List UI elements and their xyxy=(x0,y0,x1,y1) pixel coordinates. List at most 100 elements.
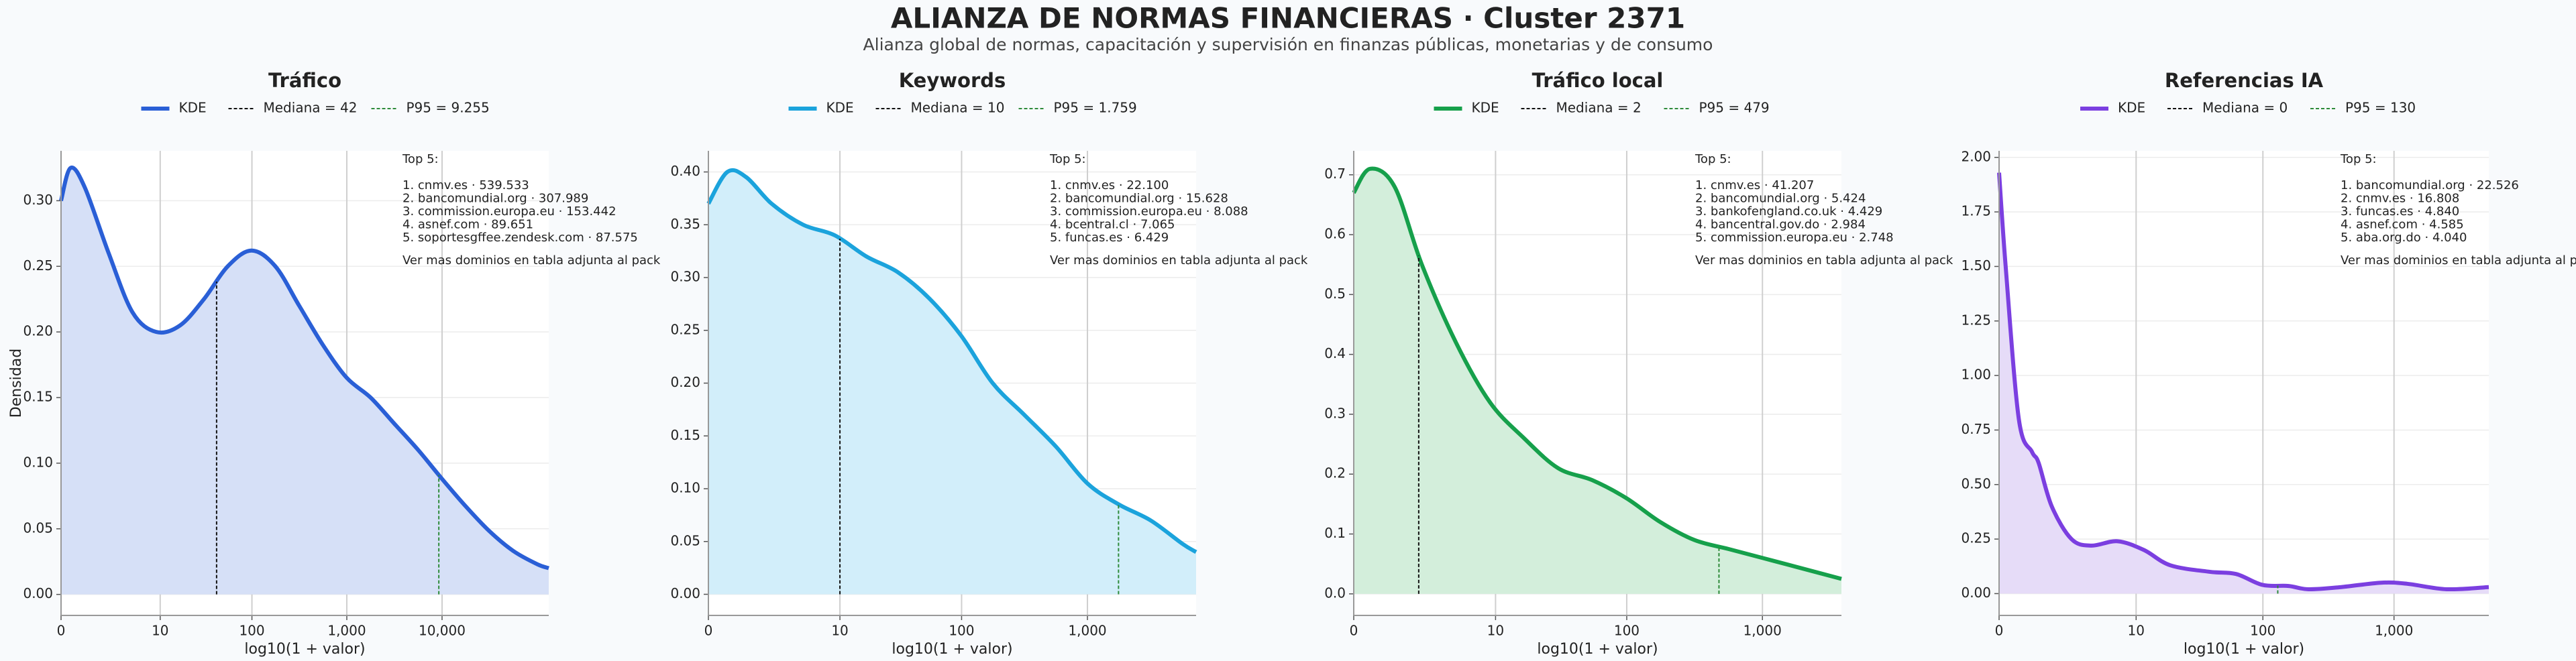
x-tick-label: 0 xyxy=(1995,623,2004,639)
y-tick-label: 0.30 xyxy=(670,269,700,285)
annotation-line: 3. commission.europa.eu · 153.442 xyxy=(402,204,616,219)
y-tick-label: 0.3 xyxy=(1324,405,1346,421)
panel-title: Keywords xyxy=(899,69,1006,92)
panel: Tráfico 0.00 0.05 0.10 0.15 0.20 0.25 0.30 0 10 10… xyxy=(8,69,661,658)
plot-area xyxy=(1999,151,2489,615)
y-tick-label: 0.25 xyxy=(1961,530,1991,546)
annotation-line: 4. bcentral.cl · 7.065 xyxy=(1050,218,1175,232)
annotation-line: 1. cnmv.es · 22.100 xyxy=(1050,178,1169,192)
y-tick-label: 0.2 xyxy=(1324,465,1346,481)
x-tick-label: 10 xyxy=(2128,623,2145,639)
annotation-line: 3. commission.europa.eu · 8.088 xyxy=(1050,204,1248,219)
x-tick-label: 100 xyxy=(1614,623,1640,639)
x-tick-label: 1,000 xyxy=(1743,623,1782,639)
y-tick-label: 1.25 xyxy=(1961,312,1991,328)
kde-area xyxy=(61,167,549,595)
kde-line xyxy=(706,168,1197,554)
kde-area xyxy=(1999,172,2489,594)
legend-label: P95 = 479 xyxy=(1699,100,1770,116)
annotation-title: Top 5: xyxy=(402,152,439,166)
y-tick-label: 0.15 xyxy=(23,389,53,405)
y-tick-label: 0.50 xyxy=(1961,475,1991,491)
x-tick-label: 1,000 xyxy=(1068,623,1106,639)
y-tick-label: 0.25 xyxy=(670,321,700,337)
x-tick-label: 10 xyxy=(831,623,848,639)
legend-label: Mediana = 2 xyxy=(1556,100,1642,116)
x-tick-label: 100 xyxy=(949,623,974,639)
panel-title: Tráfico local xyxy=(1532,69,1664,92)
annotation-line: 5. commission.europa.eu · 2.748 xyxy=(1695,231,1894,245)
x-tick-label: 0 xyxy=(704,623,713,639)
legend-label: Mediana = 0 xyxy=(2202,100,2288,116)
annotation-line: 2. bancomundial.org · 307.989 xyxy=(402,192,588,206)
y-tick-label: 1.75 xyxy=(1961,203,1991,219)
y-tick-label: 0.35 xyxy=(670,216,700,232)
annotation-line: 1. cnmv.es · 539.533 xyxy=(402,178,529,192)
annotation-note: Ver mas dominios en tabla adjunta al pac… xyxy=(2341,253,2576,267)
annotation-title: Top 5: xyxy=(1049,152,1086,166)
y-tick-label: 2.00 xyxy=(1961,148,1991,164)
y-tick-label: 0.05 xyxy=(670,532,700,548)
x-axis-label: log10(1 + valor) xyxy=(2184,641,2304,658)
annotation-note: Ver mas dominios en tabla adjunta al pac… xyxy=(1050,253,1308,267)
annotation-line: 4. bancentral.gov.do · 2.984 xyxy=(1695,218,1866,232)
annotation-line: 3. bankofengland.co.uk · 4.429 xyxy=(1695,204,1882,219)
y-tick-label: 0.10 xyxy=(670,480,700,496)
y-tick-label: 0.20 xyxy=(23,323,53,339)
panel: Referencias IA 0.00 0.25 0.50 0.75 1.00 1.25 1.… xyxy=(1961,69,2576,658)
annotation-line: 5. aba.org.do · 4.040 xyxy=(2341,231,2467,245)
y-tick-label: 0.10 xyxy=(23,454,53,470)
x-axis-label: log10(1 + valor) xyxy=(892,641,1012,658)
y-tick-label: 0.4 xyxy=(1324,345,1346,361)
y-tick-label: 1.00 xyxy=(1961,367,1991,383)
y-tick-label: 0.00 xyxy=(670,585,700,601)
annotation-line: 2. bancomundial.org · 5.424 xyxy=(1695,192,1866,206)
kde-line xyxy=(1352,166,1842,581)
y-axis-label: Densidad xyxy=(8,349,25,418)
annotation-title: Top 5: xyxy=(2340,152,2377,166)
annotation-line: 5. soportesgffee.zendesk.com · 87.575 xyxy=(402,231,638,245)
panel-title: Referencias IA xyxy=(2165,69,2324,92)
y-tick-label: 0.25 xyxy=(23,257,53,274)
legend-label: KDE xyxy=(1472,100,1499,116)
x-tick-label: 1,000 xyxy=(327,623,366,639)
panel: Tráfico local 0.0 0.1 0.2 0.3 0.4 0.5 0.6 0.7 0 10… xyxy=(1324,69,1953,658)
panel: Keywords 0.00 0.05 0.10 0.15 0.20 0.25 0.30 0.35… xyxy=(670,69,1307,658)
annotation-note: Ver mas dominios en tabla adjunta al pac… xyxy=(1695,253,1953,267)
annotation-line: 2. cnmv.es · 16.808 xyxy=(2341,192,2459,206)
x-tick-label: 10 xyxy=(1487,623,1504,639)
annotation-line: 4. asnef.com · 4.585 xyxy=(2341,218,2464,232)
panel-title: Tráfico xyxy=(268,69,341,92)
page-title: ALIANZA DE NORMAS FINANCIERAS · Cluster … xyxy=(891,2,1685,35)
y-tick-label: 0.1 xyxy=(1324,525,1346,541)
legend-label: KDE xyxy=(826,100,854,116)
x-tick-label: 0 xyxy=(1350,623,1358,639)
legend-label: Mediana = 10 xyxy=(911,100,1005,116)
annotation-line: 1. bancomundial.org · 22.526 xyxy=(2341,178,2519,192)
y-tick-label: 0.00 xyxy=(23,585,53,601)
y-tick-label: 0.5 xyxy=(1324,286,1346,302)
x-tick-label: 100 xyxy=(239,623,264,639)
x-tick-label: 10 xyxy=(152,623,168,639)
annotation-note: Ver mas dominios en tabla adjunta al pac… xyxy=(402,253,661,267)
annotation-line: 5. funcas.es · 6.429 xyxy=(1050,231,1169,245)
y-tick-label: 0.7 xyxy=(1324,166,1346,182)
annotation-title: Top 5: xyxy=(1695,152,1731,166)
x-tick-label: 100 xyxy=(2250,623,2275,639)
kde-area xyxy=(708,170,1196,595)
y-tick-label: 0.20 xyxy=(670,374,700,390)
y-tick-label: 0.75 xyxy=(1961,421,1991,437)
legend-label: KDE xyxy=(179,100,207,116)
x-tick-label: 10,000 xyxy=(419,623,466,639)
y-tick-label: 0.15 xyxy=(670,427,700,443)
x-tick-label: 1,000 xyxy=(2375,623,2413,639)
kde-area xyxy=(1354,168,1841,594)
legend-label: P95 = 1.759 xyxy=(1054,100,1137,116)
annotation-line: 3. funcas.es · 4.840 xyxy=(2341,204,2459,219)
legend-label: Mediana = 42 xyxy=(264,100,358,116)
x-axis-label: log10(1 + valor) xyxy=(244,641,365,658)
kde-line xyxy=(1997,172,2489,592)
legend-label: P95 = 9.255 xyxy=(407,100,490,116)
legend-label: P95 = 130 xyxy=(2345,100,2416,116)
y-tick-label: 0.6 xyxy=(1324,226,1346,242)
